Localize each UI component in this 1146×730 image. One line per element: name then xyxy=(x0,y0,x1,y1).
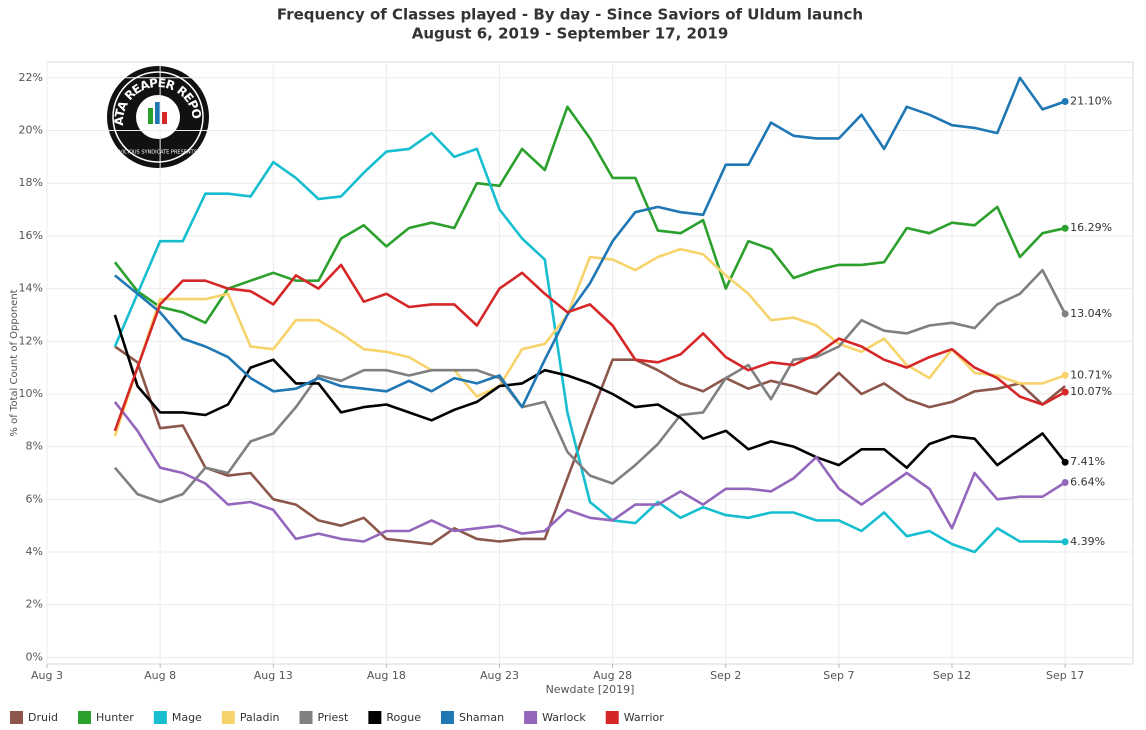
y-tick-label: 0% xyxy=(26,650,43,663)
end-point xyxy=(1061,224,1069,232)
series-line xyxy=(113,401,1066,543)
x-tick-label: Sep 17 xyxy=(1046,669,1084,682)
logo: DATA REAPER REPORT VICIOUS SYNDICATE PRE… xyxy=(0,0,209,168)
end-label: 21.10% xyxy=(1070,95,1112,108)
series-line xyxy=(113,247,1066,437)
legend: Druid Hunter Mage Paladin Priest Rogue Shaman W… xyxy=(10,711,664,724)
legend-label: Hunter xyxy=(96,711,134,724)
logo-bar xyxy=(148,108,153,124)
legend-label: Druid xyxy=(28,711,58,724)
legend-swatch xyxy=(368,711,382,724)
logo-subtext: VICIOUS SYNDICATE PRESENTS xyxy=(119,150,197,156)
end-point xyxy=(1061,388,1069,396)
end-point xyxy=(1061,538,1069,546)
y-tick-label: 20% xyxy=(19,123,43,136)
legend-label: Shaman xyxy=(459,711,504,724)
end-point xyxy=(1061,458,1069,466)
y-tick-label: 18% xyxy=(19,176,43,189)
series-line xyxy=(113,314,1067,469)
legend-label: Paladin xyxy=(240,711,280,724)
end-point xyxy=(1061,478,1069,486)
legend-swatch xyxy=(78,711,92,724)
y-tick-label: 10% xyxy=(19,387,43,400)
y-tick-label: 8% xyxy=(26,440,43,453)
y-tick-label: 14% xyxy=(19,282,43,295)
legend-label: Priest xyxy=(318,711,350,724)
x-axis-title: Newdate [2019] xyxy=(546,683,635,696)
series-line xyxy=(113,263,1066,432)
legend-label: Mage xyxy=(172,711,202,724)
x-tick-label: Aug 3 xyxy=(31,669,63,682)
legend-label: Warrior xyxy=(624,711,665,724)
logo-ring xyxy=(112,71,204,163)
x-tick-label: Sep 7 xyxy=(823,669,854,682)
x-tick-label: Aug 28 xyxy=(593,669,632,682)
series-line xyxy=(114,345,1066,546)
end-label: 10.07% xyxy=(1070,385,1112,398)
end-label: 13.04% xyxy=(1070,307,1112,320)
logo-bar xyxy=(155,102,160,124)
series-line xyxy=(114,76,1066,409)
end-label: 6.64% xyxy=(1070,475,1105,488)
end-label: 10.71% xyxy=(1070,368,1112,381)
series-line xyxy=(113,131,1066,554)
x-tick-label: Sep 12 xyxy=(933,669,971,682)
legend-swatch xyxy=(524,711,538,724)
x-tick-label: Aug 18 xyxy=(367,669,406,682)
end-label: 4.39% xyxy=(1070,535,1105,548)
y-tick-label: 4% xyxy=(26,545,43,558)
end-label: 7.41% xyxy=(1070,455,1105,468)
legend-swatch xyxy=(153,711,167,724)
x-tick-label: Aug 8 xyxy=(144,669,176,682)
end-label: 16.29% xyxy=(1070,221,1112,234)
series-line xyxy=(113,105,1066,325)
legend-swatch xyxy=(605,711,619,724)
legend-swatch xyxy=(10,711,23,724)
y-axis-title: % of Total Count of Opponent xyxy=(9,289,20,436)
x-tick-label: Aug 23 xyxy=(480,669,519,682)
legend-label: Warlock xyxy=(542,711,586,724)
legend-label: Rogue xyxy=(386,711,421,724)
legend-swatch xyxy=(440,711,454,724)
y-tick-label: 6% xyxy=(26,492,43,505)
chart-title: Frequency of Classes played - By day - S… xyxy=(277,6,863,24)
x-tick-label: Aug 13 xyxy=(254,669,293,682)
y-tick-label: 2% xyxy=(26,598,43,611)
end-point xyxy=(1061,371,1069,379)
end-point xyxy=(1061,310,1069,318)
legend-swatch xyxy=(221,711,235,724)
chart-subtitle: August 6, 2019 - September 17, 2019 xyxy=(412,25,729,43)
y-tick-label: 16% xyxy=(19,229,43,242)
legend-swatch xyxy=(299,711,313,724)
series-line xyxy=(113,268,1067,504)
x-tick-label: Sep 2 xyxy=(710,669,741,682)
end-point xyxy=(1061,98,1069,106)
y-tick-label: 22% xyxy=(19,71,43,84)
y-tick-label: 12% xyxy=(19,334,43,347)
logo-bar xyxy=(162,112,167,124)
